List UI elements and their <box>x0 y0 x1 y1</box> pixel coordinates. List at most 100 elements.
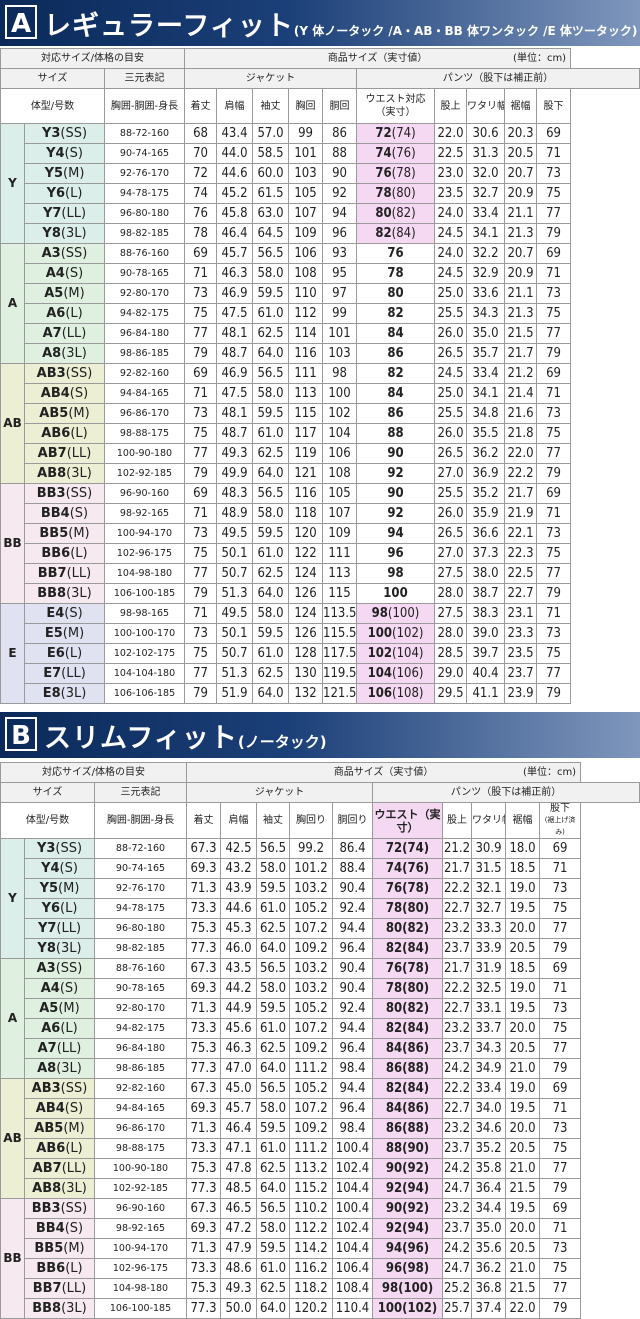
jacket-value: 62.5 <box>252 443 290 464</box>
waist-main: 94 <box>385 1241 403 1256</box>
pants-value: 35.0 <box>471 1218 507 1239</box>
sanmen-value: 94-82-175 <box>103 303 186 324</box>
waist-main: 80 <box>385 921 403 936</box>
pants-value: 77 <box>536 663 572 684</box>
waist-actual: (104) <box>392 646 424 661</box>
waist-value: 76(78) <box>372 878 444 899</box>
waist-actual: (78) <box>391 166 416 181</box>
size-code-suffix: (M) <box>58 881 80 896</box>
pants-value: 32.9 <box>466 263 506 284</box>
waist-value: 86(88) <box>372 1118 444 1139</box>
size-header: サイズ <box>0 68 105 89</box>
size-code-suffix: (S) <box>59 981 79 996</box>
jacket-value: 46.3 <box>216 263 254 284</box>
jacket-value: 61.0 <box>256 898 291 919</box>
jacket-value: 102 <box>322 403 358 424</box>
table-row: AB8(3L) 102-92-185 79 49.9 64.0 121 108 92 27.0 3… <box>1 463 640 484</box>
pants-value: 69 <box>536 483 572 504</box>
sanmen-value: 94-78-175 <box>103 183 186 204</box>
pants-value: 25.5 <box>434 403 468 424</box>
pants-value: 20.3 <box>504 123 538 144</box>
jacket-value: 115.2 <box>289 1178 334 1199</box>
jacket-value: 47.8 <box>220 1158 258 1179</box>
size-code: Y5(M) <box>24 163 105 184</box>
jacket-value: 47.5 <box>216 303 254 324</box>
jacket-value: 64.0 <box>256 1178 291 1199</box>
pants-value: 21.7 <box>442 958 473 979</box>
size-code: Y3(SS) <box>24 838 95 859</box>
pants-value: 36.4 <box>471 1178 507 1199</box>
size-code: A7(LL) <box>24 323 105 344</box>
waist-actual: (78) <box>402 961 430 976</box>
jacket-value: 73.3 <box>186 898 222 919</box>
size-code-main: BB8 <box>37 586 67 601</box>
jacket-col-header: 胸回り <box>289 802 334 839</box>
table-row: BB BB3(SS) 96-90-160 67.3 46.5 56.5 110.2 100.4… <box>0 1198 640 1319</box>
waist-value: 80 <box>356 283 436 304</box>
pants-value: 75 <box>539 1018 582 1039</box>
pants-value: 73 <box>536 523 572 544</box>
waist-value: 88 <box>356 423 436 444</box>
jacket-value: 73 <box>184 283 218 304</box>
section-b-subtitle: (ノータック) <box>237 733 327 751</box>
dims-header: 胸囲-胴囲-身長 <box>103 88 186 124</box>
jacket-value: 48.9 <box>216 503 254 524</box>
pants-value: 22.3 <box>504 543 538 564</box>
pants-value: 69 <box>539 838 582 859</box>
size-code: BB7(LL) <box>24 563 105 584</box>
jacket-value: 67.3 <box>186 838 222 859</box>
pants-value: 26.0 <box>434 423 468 444</box>
pants-value: 71 <box>536 383 572 404</box>
pants-value: 24.0 <box>434 203 468 224</box>
table-row: E6(L) 102-102-175 75 50.7 61.0 128 117.5 102(10… <box>1 643 640 664</box>
size-code-suffix: (S) <box>64 266 84 281</box>
jacket-value: 58.0 <box>252 503 290 524</box>
pants-value: 22.5 <box>504 563 538 584</box>
pants-value: 19.0 <box>505 978 541 999</box>
table-row: E E4(S) 98-98-165 71 49.5 58.0 124 113.5 98(100)… <box>0 603 640 704</box>
pants-value: 23.7 <box>442 1138 473 1159</box>
slim-fit-size-table: 対応サイズ/体格の目安 商品サイズ（実寸値） (単位：cm) サイズ 三元表記 ジャケット… <box>0 762 640 1319</box>
sanmen-header: 三元表記 <box>103 68 186 89</box>
table-row: AB5(M) 96-86-170 73 48.1 59.5 115 102 86 25.5 34.… <box>1 403 640 424</box>
size-code-suffix: (3L) <box>66 466 92 481</box>
pants-value: 21.9 <box>504 503 538 524</box>
pants-value: 20.7 <box>504 243 538 264</box>
jacket-value: 64.0 <box>252 463 290 484</box>
pants-value: 37.4 <box>471 1298 507 1319</box>
jacket-value: 74 <box>184 183 218 204</box>
pants-value: 22.2 <box>504 463 538 484</box>
waist-main: 100 <box>383 586 408 601</box>
waist-main: 106 <box>367 686 392 701</box>
jacket-value: 124 <box>288 563 324 584</box>
size-code-main: A7 <box>42 326 62 341</box>
pants-value: 40.4 <box>466 663 506 684</box>
pants-value: 21.3 <box>504 303 538 324</box>
sanmen-value: 96-90-160 <box>103 483 186 504</box>
jacket-value: 42.5 <box>220 838 258 859</box>
pants-value: 23.2 <box>442 1118 473 1139</box>
jacket-value: 77 <box>184 663 218 684</box>
jacket-value: 75.3 <box>186 1278 222 1299</box>
jacket-value: 105.2 <box>289 898 334 919</box>
table-row: Y4(S) 90-74-165 69.3 43.2 58.0 101.2 88.4 74(76… <box>1 858 640 879</box>
waist-main: 82 <box>385 941 403 956</box>
pants-value: 34.3 <box>471 1038 507 1059</box>
jacket-value: 64.0 <box>256 1298 291 1319</box>
waist-main: 102 <box>367 646 392 661</box>
sanmen-value: 96-84-180 <box>103 323 186 344</box>
jacket-value: 48.7 <box>216 343 254 364</box>
jacket-value: 73.3 <box>186 1258 222 1279</box>
pants-value: 26.5 <box>434 443 468 464</box>
size-code-suffix: (LL) <box>61 1281 87 1296</box>
table-row: E8(3L) 106-106-185 79 51.9 64.0 132 121.5 106(1… <box>1 683 640 704</box>
pants-value: 24.2 <box>442 1158 473 1179</box>
section-b-letter: B <box>5 717 37 751</box>
jacket-col-header: 胴回り <box>332 802 374 839</box>
jacket-value: 92.4 <box>332 898 374 919</box>
jacket-value: 69 <box>184 243 218 264</box>
jacket-value: 63.0 <box>252 203 290 224</box>
size-code-main: A7 <box>37 1041 57 1056</box>
pants-value: 22.2 <box>442 978 473 999</box>
table-row: A6(L) 94-82-175 75 47.5 61.0 112 99 82 25.5 34.3 2… <box>1 303 640 324</box>
